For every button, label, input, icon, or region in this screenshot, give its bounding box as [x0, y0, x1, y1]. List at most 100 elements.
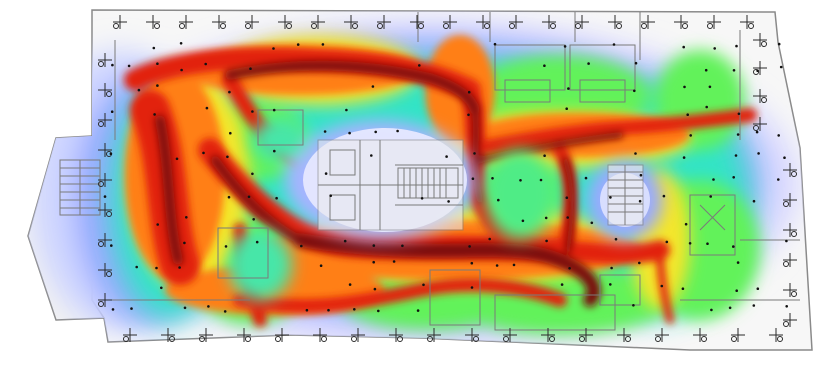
workstation: [245, 15, 259, 29]
sensor-dot: [471, 177, 475, 180]
sensor-dot: [491, 177, 494, 180]
workstation: [313, 328, 327, 342]
north-meeting-cluster: [494, 44, 636, 103]
workstation: [98, 293, 112, 307]
workstation: [146, 15, 160, 29]
sensor-dot: [660, 284, 664, 288]
sensor-dot: [156, 84, 159, 87]
west-annex-stairs: [59, 159, 101, 216]
core-stairs: [397, 167, 459, 199]
workstation: [693, 328, 707, 342]
sensor-dot: [422, 283, 425, 287]
workstation: [509, 15, 523, 29]
workstation: [617, 328, 631, 342]
workstation: [674, 15, 688, 29]
sensor-dot: [565, 107, 568, 110]
workstation: [783, 283, 797, 297]
south-meeting-cluster: [429, 269, 641, 331]
sensor-dot: [416, 309, 420, 312]
sensor-dot: [634, 61, 638, 65]
sensor-dot: [713, 47, 716, 50]
workstation: [179, 15, 193, 29]
workstation: [783, 253, 797, 267]
workstation: [541, 328, 555, 342]
east-stair-core: [607, 164, 644, 226]
plan-linework: [59, 12, 800, 331]
sensor-dot: [497, 198, 500, 202]
workstation: [641, 15, 655, 29]
sensor-dot: [732, 176, 735, 179]
east-meeting-room: [689, 194, 736, 256]
sensor-dot: [473, 152, 476, 155]
sensor-dot: [272, 108, 276, 112]
sensor-dot: [153, 113, 156, 116]
sensor-dot: [689, 134, 692, 137]
sensor-dot: [521, 219, 525, 223]
sensor-dot: [392, 260, 396, 263]
workstation: [783, 223, 797, 237]
sensor-dot: [327, 308, 330, 312]
workstation: [740, 15, 754, 29]
sensor-dot: [590, 221, 594, 225]
workstation: [476, 15, 490, 29]
sensor-dot: [757, 152, 760, 155]
sensor-dot: [251, 110, 254, 113]
sensor-dot: [275, 196, 278, 200]
sensor-dot: [736, 261, 740, 264]
sensor-dot: [609, 283, 612, 286]
sensor-dot: [296, 43, 300, 46]
sensor-dot: [639, 173, 643, 177]
sensor-dot: [324, 172, 328, 175]
workstation: [769, 328, 783, 342]
sensor-dot: [633, 89, 636, 93]
sensor-dot: [371, 85, 375, 88]
workstation: [377, 15, 391, 29]
workstation: [753, 61, 767, 75]
workstation: [275, 328, 289, 342]
sensor-dot: [587, 62, 590, 65]
sensor-dot: [584, 176, 588, 180]
sensor-dot: [756, 287, 760, 291]
workstation: [753, 89, 767, 103]
sensor-dot: [470, 261, 474, 265]
workstation: [443, 15, 457, 29]
sensor-dot: [512, 263, 516, 267]
workstation: [98, 53, 112, 67]
sensor-dot: [152, 46, 156, 50]
workstation: [753, 33, 767, 47]
sensor-dot: [110, 110, 114, 113]
sensor-dot: [632, 304, 635, 307]
sensor-dot: [755, 130, 759, 134]
sensor-dot: [111, 63, 114, 67]
sensor-dot: [175, 157, 179, 161]
sensor-dot: [543, 64, 546, 67]
sensor-dot: [319, 264, 323, 268]
sensor-dot: [226, 155, 229, 159]
sensor-dot: [610, 266, 613, 270]
sensor-dot: [447, 200, 450, 203]
sensor-dot: [156, 62, 159, 65]
sensor-dot: [709, 195, 712, 198]
workstation: [98, 203, 112, 217]
sensor-dot: [705, 105, 708, 109]
sensor-dot: [732, 245, 735, 248]
workstation: [579, 328, 593, 342]
sensor-dot: [493, 42, 497, 46]
sensor-dot: [785, 305, 788, 308]
sensor-dot: [178, 266, 181, 269]
sensor-dot: [373, 287, 377, 291]
sensor-dot: [396, 129, 399, 133]
sensor-dot: [614, 237, 618, 241]
sensor-dot: [353, 308, 356, 311]
workstation: [783, 313, 797, 327]
sensor-dot: [488, 237, 492, 241]
workstation: [731, 328, 745, 342]
sensor-dot: [567, 87, 570, 90]
sensor-dot: [777, 178, 780, 181]
sensor-dot: [321, 43, 325, 46]
sensor-dot: [568, 267, 571, 270]
sensor-dot: [420, 197, 424, 200]
sensor-dot: [205, 106, 209, 110]
sensor-dot: [228, 90, 231, 94]
sensor-dot: [345, 108, 348, 112]
